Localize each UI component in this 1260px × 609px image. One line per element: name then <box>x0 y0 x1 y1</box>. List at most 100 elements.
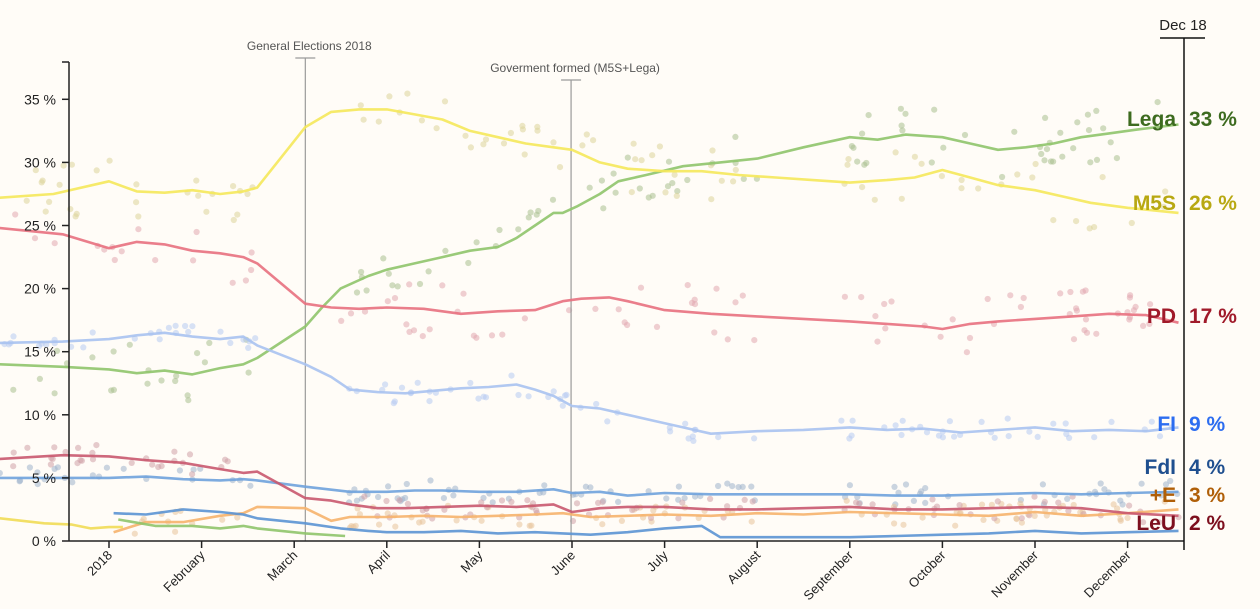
poll-dot <box>999 173 1006 181</box>
poll-dot <box>1041 157 1048 164</box>
poll-dot <box>732 166 739 173</box>
poll-dot <box>515 226 522 233</box>
poll-dot <box>978 418 985 425</box>
poll-dot <box>380 255 387 262</box>
poll-dot <box>149 461 156 468</box>
poll-dot <box>499 331 506 338</box>
poll-dot <box>360 116 367 123</box>
poll-dot <box>656 143 664 150</box>
poll-dot <box>975 185 982 192</box>
poll-dot <box>353 497 360 504</box>
poll-dot <box>900 521 907 528</box>
poll-dot <box>984 295 991 303</box>
poll-dot <box>1070 145 1077 152</box>
poll-dot <box>23 197 30 204</box>
poll-dot <box>144 380 151 387</box>
poll-dot <box>1055 499 1062 506</box>
poll-dot <box>739 292 746 299</box>
x-tick-label: March <box>264 548 300 584</box>
poll-dot <box>1064 495 1071 502</box>
end-label-name: FI <box>1157 413 1176 436</box>
poll-dot <box>718 177 725 184</box>
poll-dot <box>1162 188 1169 195</box>
series-line--e <box>113 505 1179 534</box>
poll-dot <box>439 282 446 289</box>
poll-dot <box>707 495 714 502</box>
poll-dot <box>682 420 689 427</box>
poll-dot <box>49 455 56 462</box>
poll-dot <box>248 249 255 256</box>
poll-dot <box>838 417 845 424</box>
poll-dot <box>931 106 938 113</box>
poll-dot <box>36 375 44 382</box>
poll-dot <box>1117 516 1124 523</box>
series-line-m5s <box>0 108 1179 215</box>
poll-dot <box>849 417 856 424</box>
poll-dot <box>47 461 55 468</box>
poll-dot <box>128 459 135 466</box>
poll-dot <box>1117 497 1124 504</box>
poll-dot <box>897 105 905 112</box>
poll-dot <box>685 435 692 442</box>
poll-dot <box>1073 305 1080 312</box>
poll-dot <box>24 444 31 451</box>
poll-dot <box>1114 505 1121 512</box>
poll-dot <box>732 299 739 306</box>
poll-dot <box>10 463 17 470</box>
poll-dot <box>470 332 477 339</box>
poll-dot <box>482 136 490 143</box>
poll-dot <box>500 140 508 147</box>
poll-dot <box>89 456 97 463</box>
y-tick-label: 35 % <box>24 91 56 107</box>
poll-dot <box>711 329 718 336</box>
poll-dot <box>604 418 611 425</box>
poll-dot <box>173 372 180 380</box>
poll-dot <box>1018 519 1025 526</box>
poll-dot <box>480 393 487 400</box>
x-tick-label: May <box>458 547 486 575</box>
poll-dot <box>929 496 936 503</box>
poll-dot <box>691 301 699 308</box>
y-tick-label: 0 % <box>32 533 56 549</box>
poll-dot <box>375 118 382 125</box>
poll-dot <box>152 257 159 264</box>
series-line-m5s-low <box>0 517 123 530</box>
poll-dot <box>427 477 434 484</box>
poll-dot <box>928 159 935 166</box>
poll-dot <box>31 235 39 242</box>
poll-dot <box>724 480 731 487</box>
poll-dot <box>729 483 736 490</box>
poll-dot <box>419 333 426 340</box>
poll-dot <box>1029 174 1036 181</box>
annotation-label-elections: General Elections 2018 <box>247 39 372 53</box>
poll-dot <box>666 424 673 431</box>
poll-dot <box>629 506 636 514</box>
poll-dot <box>730 178 737 185</box>
poll-dot <box>10 449 17 456</box>
poll-dot <box>1101 486 1108 493</box>
x-tick-label: August <box>724 547 763 586</box>
poll-dot <box>521 315 529 322</box>
poll-dot <box>1007 292 1014 299</box>
series-line-lega-early <box>118 518 346 538</box>
poll-dot <box>12 211 19 218</box>
poll-dot <box>42 208 49 215</box>
poll-dot <box>108 387 115 394</box>
poll-dot <box>895 489 902 496</box>
poll-dot <box>32 167 39 174</box>
poll-dot <box>118 248 125 255</box>
poll-dot <box>638 157 645 164</box>
poll-dot <box>1026 428 1033 435</box>
end-label-name: FdI <box>1145 456 1177 479</box>
poll-dot <box>549 196 557 203</box>
poll-dot <box>1126 316 1133 323</box>
poll-dot <box>740 175 747 182</box>
poll-dot <box>190 257 197 264</box>
end-labels: Lega 33 % M5S 26 % PD 17 % FI 9 % FdI 4 % +E 3 % LeU… <box>1127 108 1237 535</box>
poll-dot <box>1031 493 1038 500</box>
poll-dot <box>598 177 606 184</box>
poll-dot <box>563 391 570 398</box>
poll-dot <box>1162 481 1170 488</box>
poll-dot <box>843 497 850 504</box>
